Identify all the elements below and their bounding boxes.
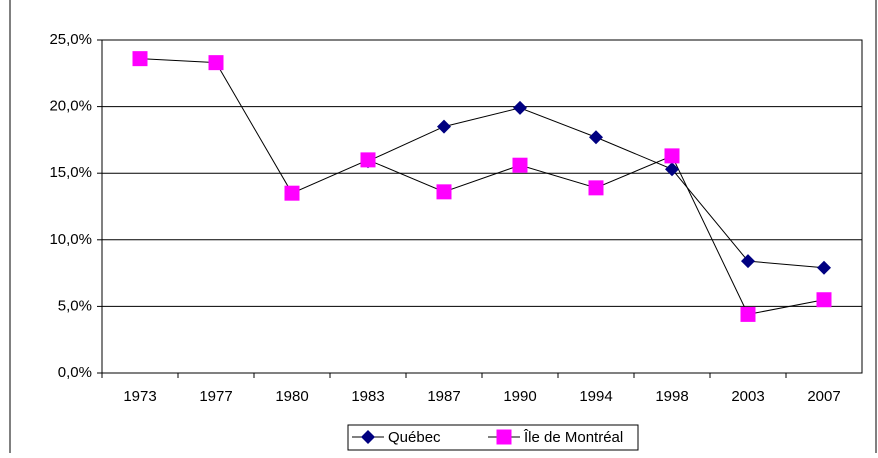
y-tick-label: 10,0% bbox=[49, 231, 92, 248]
data-point bbox=[816, 292, 832, 308]
series-line bbox=[139, 58, 825, 315]
x-tick-label: 1980 bbox=[275, 388, 308, 405]
data-point bbox=[208, 55, 224, 71]
data-point bbox=[360, 152, 376, 168]
legend-marker bbox=[496, 429, 512, 445]
x-tick-label: 1994 bbox=[579, 388, 612, 405]
data-point bbox=[437, 119, 451, 134]
x-tick-label: 1990 bbox=[503, 388, 536, 405]
data-point bbox=[284, 185, 300, 201]
data-point bbox=[132, 51, 148, 67]
legend-label: Île de Montréal bbox=[523, 429, 623, 446]
y-tick-label: 15,0% bbox=[49, 164, 92, 181]
data-point bbox=[741, 254, 755, 269]
legend-marker bbox=[361, 430, 375, 444]
y-tick-label: 5,0% bbox=[58, 297, 92, 314]
data-point bbox=[817, 260, 831, 275]
y-tick-label: 25,0% bbox=[49, 31, 92, 48]
x-tick-label: 2003 bbox=[731, 388, 764, 405]
x-tick-label: 1983 bbox=[351, 388, 384, 405]
legend-label: Québec bbox=[388, 429, 441, 446]
x-tick-label: 1973 bbox=[123, 388, 156, 405]
data-point bbox=[589, 130, 603, 145]
data-point bbox=[513, 100, 527, 115]
x-tick-label: 1977 bbox=[199, 388, 232, 405]
y-tick-label: 0,0% bbox=[58, 364, 92, 381]
x-tick-label: 1998 bbox=[655, 388, 688, 405]
data-point bbox=[740, 306, 756, 322]
x-tick-label: 2007 bbox=[807, 388, 840, 405]
data-point bbox=[665, 162, 679, 177]
data-point bbox=[588, 180, 604, 196]
data-point bbox=[512, 157, 528, 173]
y-tick-label: 20,0% bbox=[49, 98, 92, 115]
x-tick-label: 1987 bbox=[427, 388, 460, 405]
data-point bbox=[436, 184, 452, 200]
plot-area bbox=[101, 39, 863, 374]
data-point bbox=[664, 148, 680, 164]
